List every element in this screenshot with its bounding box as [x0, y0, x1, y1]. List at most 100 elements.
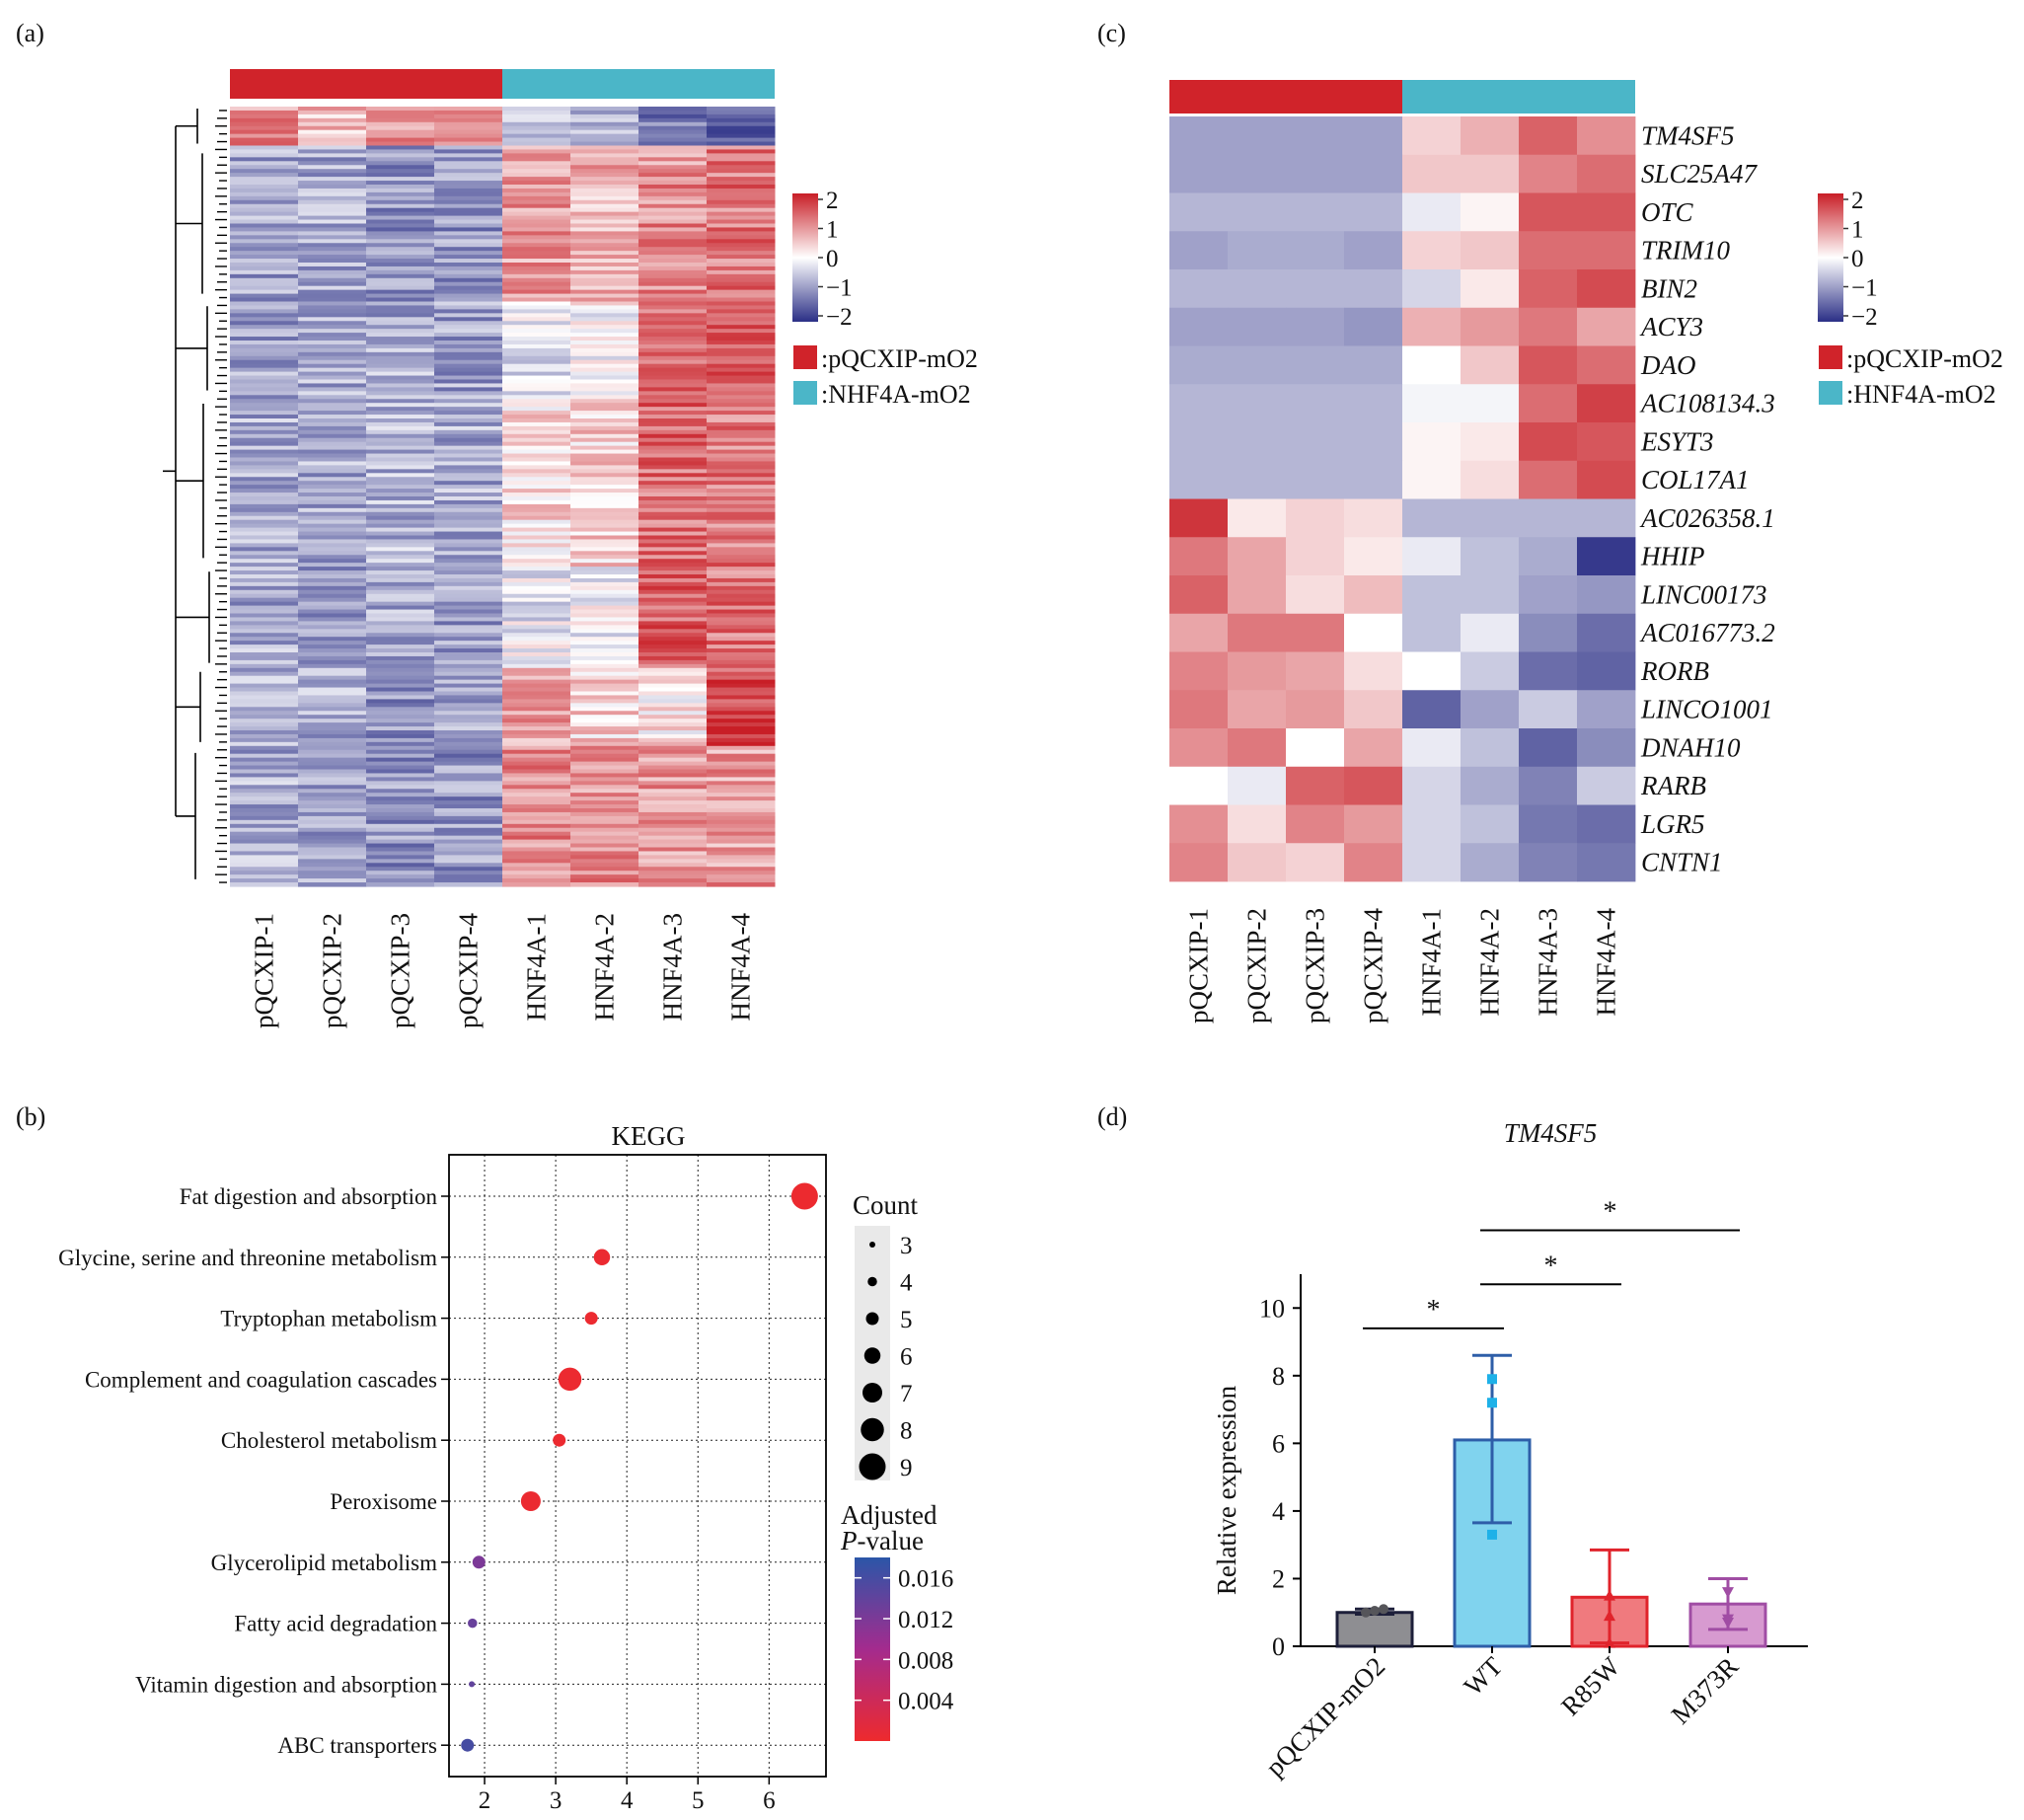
heatmap-cell: [366, 289, 435, 295]
panel-a-group-label-2: :NHF4A-mO2: [821, 380, 971, 409]
heatmap-cell: [502, 379, 571, 385]
heatmap-cell: [434, 227, 503, 232]
heatmap-cell: [230, 835, 299, 841]
heatmap-cell: [298, 407, 367, 412]
heatmap-cell: [230, 371, 299, 377]
heatmap-cell: [298, 819, 367, 825]
heatmap-cell: [298, 107, 367, 112]
heatmap-cell: [707, 499, 776, 505]
heatmap-cell: [1461, 690, 1520, 729]
heatmap-cell: [638, 485, 708, 490]
heatmap-cell: [707, 855, 776, 860]
heatmap-cell: [502, 523, 571, 529]
heatmap-cell: [434, 321, 503, 326]
heatmap-cell: [707, 741, 776, 747]
heatmap-cell: [707, 609, 776, 615]
heatmap-cell: [502, 707, 571, 712]
heatmap-cell: [230, 367, 299, 373]
heatmap-cell: [366, 285, 435, 291]
heatmap-cell: [502, 425, 571, 431]
heatmap-cell: [1577, 460, 1636, 499]
heatmap-cell: [366, 819, 435, 825]
heatmap-cell: [638, 789, 708, 794]
heatmap-cell: [434, 437, 503, 443]
heatmap-cell: [502, 177, 571, 182]
heatmap-cell: [707, 387, 776, 392]
heatmap-cell: [1169, 690, 1229, 729]
heatmap-cell: [230, 195, 299, 201]
heatmap-cell: [298, 741, 367, 747]
heatmap-cell: [434, 363, 503, 369]
heatmap-cell: [570, 648, 639, 653]
heatmap-cell: [298, 395, 367, 400]
category-label: Fat digestion and absorption: [180, 1184, 438, 1209]
heatmap-cell: [434, 637, 503, 642]
heatmap-cell: [366, 726, 435, 731]
heatmap-cell: [707, 425, 776, 431]
heatmap-cell: [230, 445, 299, 451]
heatmap-cell: [230, 559, 299, 564]
heatmap-cell: [366, 481, 435, 486]
heatmap-cell: [230, 765, 299, 771]
heatmap-cell: [570, 679, 639, 685]
heatmap-cell: [298, 465, 367, 470]
heatmap-cell: [298, 371, 367, 377]
heatmap-cell: [298, 375, 367, 381]
heatmap-cell: [570, 399, 639, 404]
heatmap-cell: [366, 878, 435, 883]
heatmap-cell: [1577, 154, 1636, 193]
heatmap-cell: [366, 703, 435, 708]
heatmap-cell: [434, 415, 503, 419]
heatmap-cell: [366, 165, 435, 170]
heatmap-cell: [230, 107, 299, 112]
heatmap-cell: [638, 273, 708, 279]
heatmap-cell: [298, 169, 367, 174]
sample-label: HNF4A-4: [1592, 908, 1621, 1017]
heatmap-cell: [434, 503, 503, 509]
heatmap-cell: [502, 269, 571, 275]
heatmap-cell: [638, 882, 708, 887]
heatmap-cell: [298, 757, 367, 763]
bar: [1335, 1611, 1414, 1648]
panel-c-group-label-1: :pQCXIP-mO2: [1846, 344, 2003, 373]
heatmap-cell: [570, 465, 639, 470]
heatmap-cell: [434, 781, 503, 786]
heatmap-cell: [570, 765, 639, 771]
heatmap-cell: [366, 461, 435, 466]
panel-b-label: (b): [16, 1102, 45, 1131]
panel-d-label: (d): [1097, 1102, 1127, 1131]
heatmap-cell: [366, 597, 435, 603]
heatmap-cell: [230, 613, 299, 619]
heatmap-cell: [434, 567, 503, 571]
heatmap-cell: [502, 433, 571, 439]
heatmap-cell: [502, 551, 571, 556]
heatmap-cell: [707, 808, 776, 813]
heatmap-cell: [298, 425, 367, 431]
heatmap-cell: [298, 177, 367, 182]
heatmap-cell: [434, 878, 503, 883]
heatmap-cell: [1519, 537, 1578, 576]
heatmap-cell: [230, 129, 299, 135]
heatmap-cell: [638, 855, 708, 860]
heatmap-cell: [638, 605, 708, 611]
heatmap-cell: [570, 851, 639, 856]
heatmap-cell: [298, 141, 367, 147]
heatmap-cell: [638, 874, 708, 879]
heatmap-cell: [1402, 307, 1462, 346]
heatmap-cell: [707, 871, 776, 875]
heatmap-cell: [707, 391, 776, 396]
heatmap-cell: [434, 715, 503, 720]
heatmap-cell: [707, 589, 776, 595]
heatmap-cell: [298, 469, 367, 474]
heatmap-cell: [502, 181, 571, 186]
heatmap-cell: [298, 867, 367, 872]
panel-b-padj-title-1: Adjusted: [841, 1500, 937, 1530]
heatmap-cell: [502, 496, 571, 501]
heatmap-cell: [366, 265, 435, 271]
count-legend-label: 4: [900, 1270, 913, 1297]
heatmap-cell: [298, 855, 367, 860]
heatmap-cell: [366, 851, 435, 856]
heatmap-cell: [502, 223, 571, 229]
heatmap-cell: [502, 823, 571, 829]
